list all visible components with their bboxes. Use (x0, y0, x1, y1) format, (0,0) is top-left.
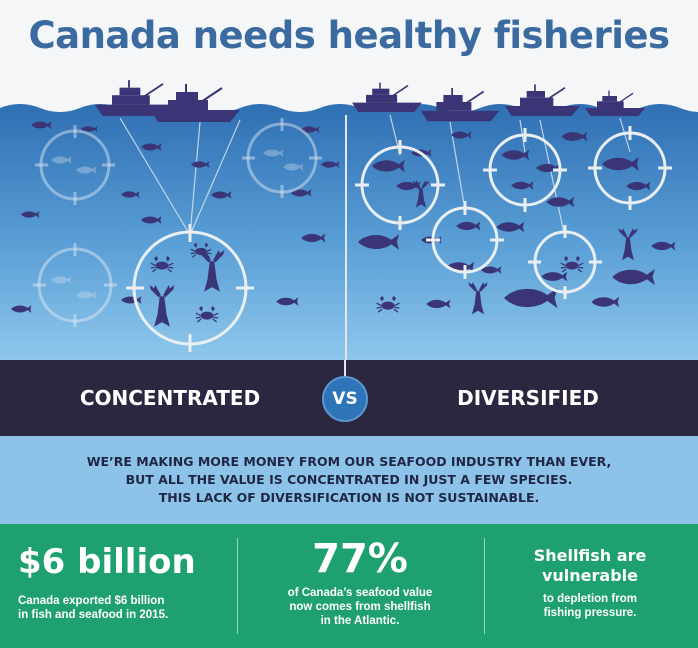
stats-panel: $6 billion Canada exported $6 billion in… (0, 524, 698, 648)
stat-exports: $6 billion Canada exported $6 billion in… (18, 524, 233, 648)
stat-vulnerable: Shellfish are vulnerable to depletion fr… (490, 524, 690, 648)
stat-headline: Shellfish are vulnerable (490, 546, 690, 586)
stat-shellfish-share: 77% of Canada’s seafood value now comes … (250, 524, 470, 648)
stat-caption-line: now comes from shellfish (289, 601, 431, 613)
comparison-band: CONCENTRATED VS DIVERSIFIED (0, 360, 698, 436)
stat-caption-line: to depletion from (543, 593, 637, 605)
message-line: WE’RE MAKING MORE MONEY FROM OUR SEAFOOD… (86, 454, 612, 469)
page-title: Canada needs healthy fisheries (0, 0, 698, 70)
key-message: WE’RE MAKING MORE MONEY FROM OUR SEAFOOD… (0, 436, 698, 524)
stat-headline: 77% (312, 536, 408, 582)
stat-caption-line: in the Atlantic. (320, 615, 400, 627)
stat-caption: of Canada’s seafood value now comes from… (250, 586, 470, 628)
vs-badge: VS (322, 376, 368, 422)
diversified-label: DIVERSIFIED (457, 386, 599, 410)
stat-headline: $6 billion (18, 542, 196, 582)
stat-caption-line: in fish and seafood in 2015. (18, 609, 169, 621)
concentrated-label: CONCENTRATED (79, 386, 261, 410)
stat-caption-line: Canada exported $6 billion (18, 595, 165, 607)
stat-divider (484, 538, 485, 634)
stat-headline-line: vulnerable (541, 566, 639, 585)
stat-caption: Canada exported $6 billion in fish and s… (18, 594, 233, 622)
message-line: BUT ALL THE VALUE IS CONCENTRATED IN JUS… (125, 472, 573, 487)
message-line: THIS LACK OF DIVERSIFICATION IS NOT SUST… (158, 490, 540, 505)
stat-headline-line: Shellfish are (533, 546, 647, 565)
stat-divider (237, 538, 238, 634)
ocean-illustration (0, 70, 698, 360)
stat-caption-line: of Canada’s seafood value (287, 587, 433, 599)
stat-caption-line: fishing pressure. (543, 607, 637, 619)
divider-line (344, 360, 346, 378)
stat-caption: to depletion from fishing pressure. (490, 592, 690, 620)
